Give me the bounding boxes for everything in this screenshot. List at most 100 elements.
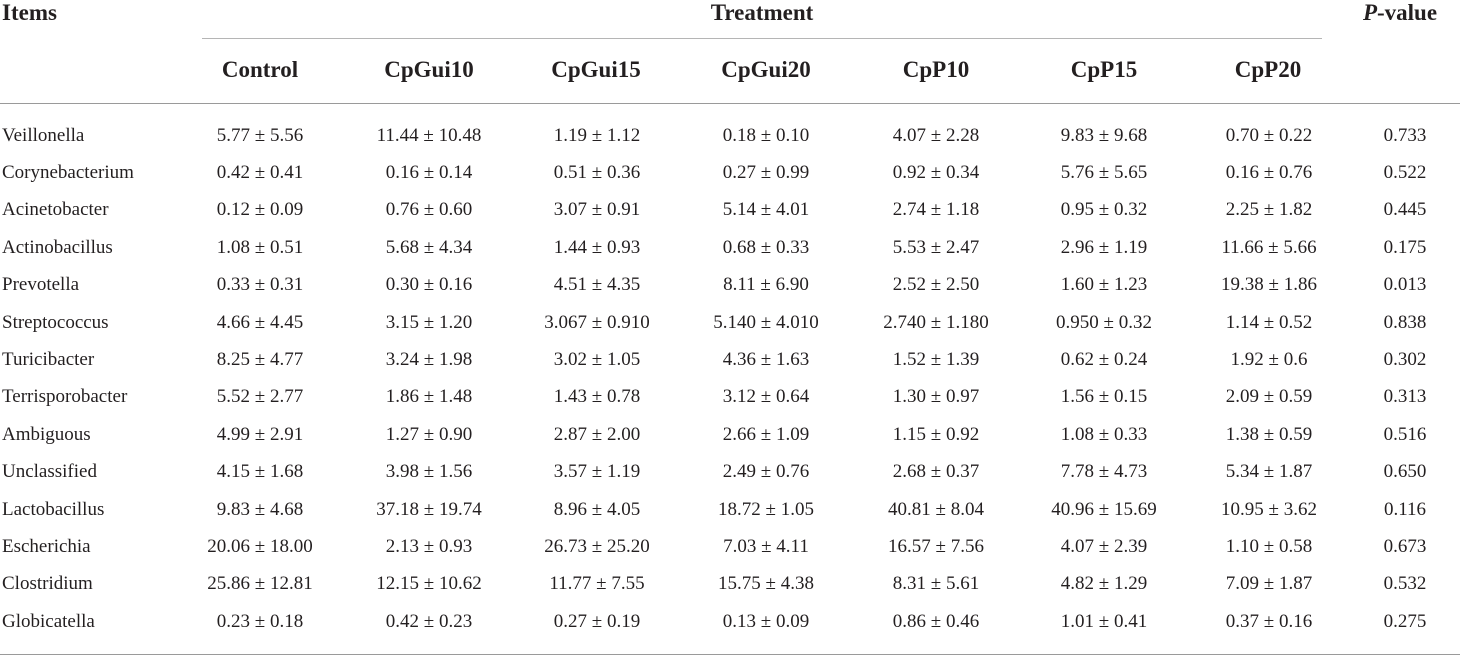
cell-cpp20: 1.14 ± 0.52	[1225, 311, 1313, 333]
cell-item: Escherichia	[2, 535, 91, 557]
cell-cpp15: 0.62 ± 0.24	[1060, 349, 1148, 371]
cell-cpgui10: 3.15 ± 1.20	[385, 311, 473, 333]
cell-item: Veillonella	[2, 124, 85, 146]
cell-cpp10: 4.07 ± 2.28	[892, 124, 980, 146]
cell-cpgui20: 3.12 ± 0.64	[722, 386, 810, 408]
cell-cpp15: 9.83 ± 9.68	[1060, 124, 1148, 146]
cell-cpp20: 2.09 ± 0.59	[1225, 386, 1313, 408]
cell-cpgui15: 3.57 ± 1.19	[553, 461, 641, 483]
cell-cpgui10: 1.86 ± 1.48	[385, 386, 473, 408]
table-bottom-rule	[0, 654, 1460, 655]
cell-cpp15: 0.95 ± 0.32	[1060, 199, 1148, 221]
cell-cpgui10: 12.15 ± 10.62	[376, 573, 482, 595]
cell-cpgui20: 7.03 ± 4.11	[723, 535, 809, 557]
cell-control: 4.99 ± 2.91	[216, 423, 304, 445]
cell-cpgui20: 2.49 ± 0.76	[722, 461, 810, 483]
cell-cpp15: 40.96 ± 15.69	[1051, 498, 1157, 520]
cell-p-value: 0.302	[1383, 349, 1427, 371]
cell-cpgui10: 0.76 ± 0.60	[385, 199, 473, 221]
cell-cpgui10: 1.27 ± 0.90	[385, 423, 473, 445]
table-row: Actinobacillus 1.08 ± 0.51 5.68 ± 4.34 1.44…	[0, 229, 1460, 266]
cell-control: 4.15 ± 1.68	[216, 461, 304, 483]
cell-item: Unclassified	[2, 461, 97, 483]
table-row: Acinetobacter 0.12 ± 0.09 0.76 ± 0.60 3.07 …	[0, 192, 1460, 229]
cell-cpgui15: 0.51 ± 0.36	[553, 162, 641, 184]
group-header-cpgui20: CpGui20	[721, 57, 811, 82]
cell-item: Acinetobacter	[2, 199, 109, 221]
cell-p-value: 0.516	[1383, 423, 1427, 445]
cell-cpp20: 1.92 ± 0.6	[1230, 349, 1308, 371]
cell-cpp10: 1.52 ± 1.39	[892, 349, 980, 371]
group-header-control: Control	[221, 57, 299, 82]
cell-item: Globicatella	[2, 610, 95, 632]
cell-cpp10: 8.31 ± 5.61	[892, 573, 980, 595]
cell-item: Prevotella	[2, 274, 80, 296]
cell-cpgui10: 0.42 ± 0.23	[385, 610, 473, 632]
cell-control: 5.52 ± 2.77	[216, 386, 304, 408]
cell-cpgui10: 0.16 ± 0.14	[385, 162, 473, 184]
cell-cpgui15: 0.27 ± 0.19	[553, 610, 641, 632]
cell-cpp20: 5.34 ± 1.87	[1225, 461, 1313, 483]
cell-p-value: 0.313	[1383, 386, 1427, 408]
table-row: Escherichia 20.06 ± 18.00 2.13 ± 0.93 26.73…	[0, 528, 1460, 565]
cell-p-value: 0.673	[1383, 535, 1427, 557]
table-row: Streptococcus 4.66 ± 4.45 3.15 ± 1.20 3.067…	[0, 304, 1460, 341]
cell-cpp20: 19.38 ± 1.86	[1221, 274, 1317, 296]
cell-cpp10: 2.52 ± 2.50	[892, 274, 980, 296]
table-row: Veillonella 5.77 ± 5.56 11.44 ± 10.48 1.19 …	[0, 117, 1460, 154]
cell-cpgui10: 2.13 ± 0.93	[385, 535, 473, 557]
cell-cpp20: 0.70 ± 0.22	[1225, 124, 1313, 146]
cell-cpgui20: 0.27 ± 0.99	[722, 162, 810, 184]
cell-cpp15: 1.01 ± 0.41	[1060, 610, 1148, 632]
group-header-cpgui10: CpGui10	[384, 57, 474, 82]
cell-cpp20: 7.09 ± 1.87	[1225, 573, 1313, 595]
cell-cpgui15: 4.51 ± 4.35	[553, 274, 641, 296]
table-row: Corynebacterium 0.42 ± 0.41 0.16 ± 0.14 0.5…	[0, 154, 1460, 191]
cell-p-value: 0.838	[1383, 311, 1427, 333]
header-bottom-rule	[0, 103, 1460, 104]
cell-cpp10: 1.30 ± 0.97	[892, 386, 980, 408]
group-header-cpp20: CpP20	[1234, 57, 1302, 82]
cell-control: 1.08 ± 0.51	[216, 236, 304, 258]
cell-cpgui20: 18.72 ± 1.05	[718, 498, 814, 520]
cell-cpp10: 2.74 ± 1.18	[892, 199, 980, 221]
column-header-items: Items	[2, 0, 57, 25]
cell-cpgui10: 5.68 ± 4.34	[385, 236, 473, 258]
cell-cpgui20: 2.66 ± 1.09	[722, 423, 810, 445]
cell-cpgui10: 37.18 ± 19.74	[376, 498, 482, 520]
cell-cpp20: 2.25 ± 1.82	[1225, 199, 1313, 221]
cell-p-value: 0.532	[1383, 573, 1427, 595]
cell-control: 20.06 ± 18.00	[207, 535, 313, 557]
group-header-cpp15: CpP15	[1070, 57, 1138, 82]
p-value-italic-p: P	[1362, 0, 1377, 25]
column-header-treatment: Treatment	[710, 0, 814, 25]
abundance-table: Veillonella 5.77 ± 5.56 11.44 ± 10.48 1.19 …	[0, 117, 1460, 640]
cell-p-value: 0.522	[1383, 162, 1427, 184]
cell-cpp20: 0.16 ± 0.76	[1225, 162, 1313, 184]
cell-cpp15: 5.76 ± 5.65	[1060, 162, 1148, 184]
cell-control: 5.77 ± 5.56	[216, 124, 304, 146]
cell-cpgui20: 5.14 ± 4.01	[722, 199, 810, 221]
group-header-cpp10: CpP10	[902, 57, 970, 82]
cell-cpgui20: 0.68 ± 0.33	[722, 236, 810, 258]
cell-cpgui15: 3.067 ± 0.910	[544, 311, 650, 333]
cell-control: 25.86 ± 12.81	[207, 573, 313, 595]
cell-cpgui20: 0.18 ± 0.10	[722, 124, 810, 146]
cell-cpgui20: 5.140 ± 4.010	[713, 311, 819, 333]
table-row: Prevotella 0.33 ± 0.31 0.30 ± 0.16 4.51 ± 4…	[0, 267, 1460, 304]
table-row: Terrisporobacter 5.52 ± 2.77 1.86 ± 1.48 1.…	[0, 379, 1460, 416]
table-row: Turicibacter 8.25 ± 4.77 3.24 ± 1.98 3.02 ±…	[0, 341, 1460, 378]
cell-cpgui15: 26.73 ± 25.20	[544, 535, 650, 557]
cell-cpgui20: 0.13 ± 0.09	[722, 610, 810, 632]
cell-control: 0.12 ± 0.09	[216, 199, 304, 221]
cell-cpp15: 4.82 ± 1.29	[1060, 573, 1148, 595]
cell-cpp15: 1.56 ± 0.15	[1060, 386, 1148, 408]
cell-p-value: 0.445	[1383, 199, 1427, 221]
table-row: Ambiguous 4.99 ± 2.91 1.27 ± 0.90 2.87 ± 2.…	[0, 416, 1460, 453]
cell-cpgui15: 1.19 ± 1.12	[553, 124, 641, 146]
cell-control: 0.33 ± 0.31	[216, 274, 304, 296]
cell-cpp10: 5.53 ± 2.47	[892, 236, 980, 258]
cell-item: Streptococcus	[2, 311, 109, 333]
table-row: Unclassified 4.15 ± 1.68 3.98 ± 1.56 3.57 ±…	[0, 454, 1460, 491]
cell-cpgui15: 2.87 ± 2.00	[553, 423, 641, 445]
